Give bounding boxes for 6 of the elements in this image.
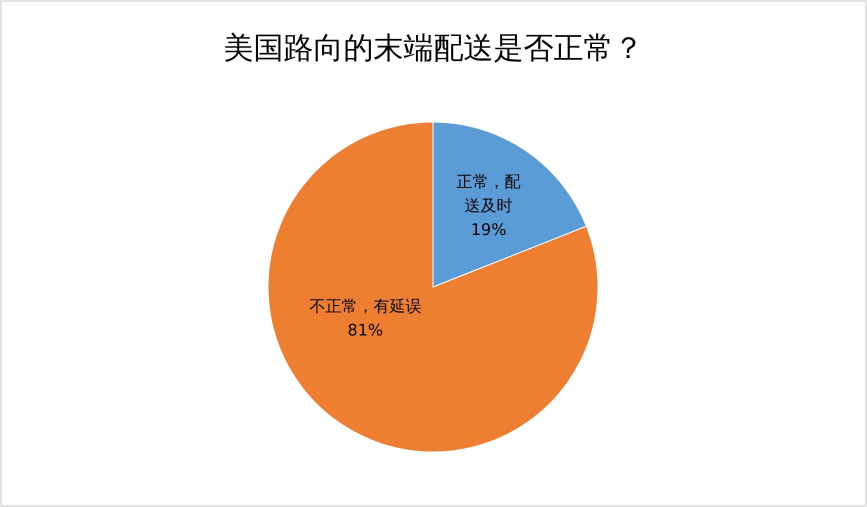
data-label: 19% [470,220,506,240]
slice-label: 不正常，有延误 [309,296,422,316]
data-label: 81% [348,320,384,340]
chart-title: 美国路向的末端配送是否正常？ [224,31,644,66]
slice-label: 正常，配送及时 [456,172,521,216]
pie-slice [268,122,598,452]
